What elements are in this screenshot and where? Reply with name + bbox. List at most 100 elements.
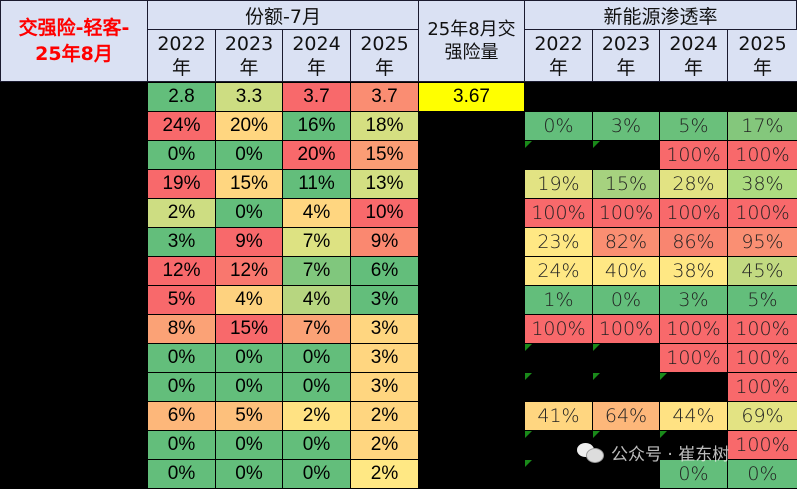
share-cell: 9% <box>215 227 283 257</box>
share-cell: 3% <box>350 314 419 344</box>
share-cell: 7% <box>282 256 351 286</box>
share-cell: 0% <box>282 430 351 460</box>
share-cell: 0% <box>215 430 283 460</box>
nev-cell: 100% <box>659 343 728 373</box>
nev-cell: 100% <box>524 314 593 344</box>
comment-marker-icon <box>525 431 532 438</box>
volume-header-line-2: 强险量 <box>444 42 499 63</box>
share-cell: 0% <box>215 459 283 489</box>
nev-year-header: 2024 年 <box>659 29 728 82</box>
nev-cell: 0% <box>524 111 593 141</box>
title-line-1: 交强险-轻客- <box>18 17 130 39</box>
share-cell: 3.3 <box>215 82 283 112</box>
share-cell: 3.7 <box>350 82 419 112</box>
year-label: 2022 <box>534 32 583 55</box>
share-cell: 0% <box>282 372 351 402</box>
nev-cell: 1% <box>524 285 593 315</box>
nev-cell: 19% <box>524 169 593 199</box>
nev-year-header: 2025 年 <box>727 29 797 82</box>
nev-cell: 82% <box>592 227 660 257</box>
volume-header: 25年8月交 强险量 <box>418 0 525 82</box>
table-title: 交强险-轻客- 25年8月 <box>0 0 148 82</box>
nev-cell: 44% <box>659 401 728 431</box>
comment-marker-icon <box>660 373 667 380</box>
share-cell: 3% <box>350 343 419 373</box>
share-cell: 5% <box>215 401 283 431</box>
year-suffix: 年 <box>239 56 259 79</box>
nev-cell: 100% <box>659 140 728 170</box>
nev-cell: 69% <box>727 401 797 431</box>
year-label: 2024 <box>669 32 718 55</box>
wechat-icon <box>577 442 604 463</box>
share-cell: 6% <box>350 256 419 286</box>
share-cell: 15% <box>215 314 283 344</box>
share-cell: 0% <box>215 343 283 373</box>
share-cell: 12% <box>147 256 216 286</box>
share-cell: 0% <box>215 372 283 402</box>
share-cell: 9% <box>350 227 419 257</box>
share-cell: 15% <box>350 140 419 170</box>
share-cell: 24% <box>147 111 216 141</box>
nev-cell: 64% <box>592 401 660 431</box>
share-cell: 12% <box>215 256 283 286</box>
share-cell: 2% <box>147 198 216 228</box>
title-line-2: 25年8月 <box>35 43 113 65</box>
year-label: 2023 <box>601 32 651 55</box>
nev-cell: 17% <box>727 111 797 141</box>
share-cell: 20% <box>282 140 351 170</box>
nev-cell: 38% <box>727 169 797 199</box>
share-cell: 3% <box>147 227 216 257</box>
share-cell: 16% <box>282 111 351 141</box>
share-cell: 2.8 <box>147 82 216 112</box>
nev-cell: 5% <box>727 285 797 315</box>
share-cell: 3.7 <box>282 82 351 112</box>
comment-marker-icon <box>525 460 532 467</box>
year-suffix: 年 <box>752 56 772 79</box>
nev-cell: 45% <box>727 256 797 286</box>
year-label: 2024 <box>292 32 341 55</box>
nev-cell: 40% <box>592 256 660 286</box>
share-cell: 0% <box>282 343 351 373</box>
nev-cell: 100% <box>592 314 660 344</box>
year-suffix: 年 <box>616 56 636 79</box>
nev-cell: 15% <box>592 169 660 199</box>
nev-cell: 100% <box>727 198 797 228</box>
year-label: 2025 <box>738 32 787 55</box>
year-suffix: 年 <box>306 56 326 79</box>
share-cell: 10% <box>350 198 419 228</box>
year-label: 2025 <box>360 32 409 55</box>
share-cell: 0% <box>282 459 351 489</box>
nev-cell: 100% <box>727 140 797 170</box>
share-cell: 2% <box>350 459 419 489</box>
year-label: 2022 <box>157 32 206 55</box>
share-cell: 0% <box>147 140 216 170</box>
share-year-header: 2025 年 <box>350 29 419 82</box>
share-year-header: 2024 年 <box>282 29 351 82</box>
year-suffix: 年 <box>374 56 394 79</box>
share-cell: 3% <box>350 285 419 315</box>
share-cell: 5% <box>147 285 216 315</box>
share-cell: 20% <box>215 111 283 141</box>
share-cell: 0% <box>147 372 216 402</box>
share-cell: 7% <box>282 314 351 344</box>
year-suffix: 年 <box>171 56 191 79</box>
share-cell: 4% <box>282 198 351 228</box>
share-cell: 4% <box>215 285 283 315</box>
comment-marker-icon <box>593 431 600 438</box>
nev-year-header: 2022 年 <box>524 29 593 82</box>
nev-cell: 24% <box>524 256 593 286</box>
nev-cell: 3% <box>659 285 728 315</box>
year-suffix: 年 <box>683 56 703 79</box>
nev-year-header: 2023 年 <box>592 29 660 82</box>
nev-cell: 5% <box>659 111 728 141</box>
share-cell: 0% <box>215 198 283 228</box>
share-cell: 4% <box>282 285 351 315</box>
watermark: 公众号 · 崔东树 <box>577 440 729 465</box>
share-cell: 2% <box>350 401 419 431</box>
share-cell: 2% <box>282 401 351 431</box>
nev-cell: 86% <box>659 227 728 257</box>
share-year-header: 2022 年 <box>147 29 216 82</box>
volume-header-line-1: 25年8月交 <box>427 19 516 40</box>
share-cell: 11% <box>282 169 351 199</box>
